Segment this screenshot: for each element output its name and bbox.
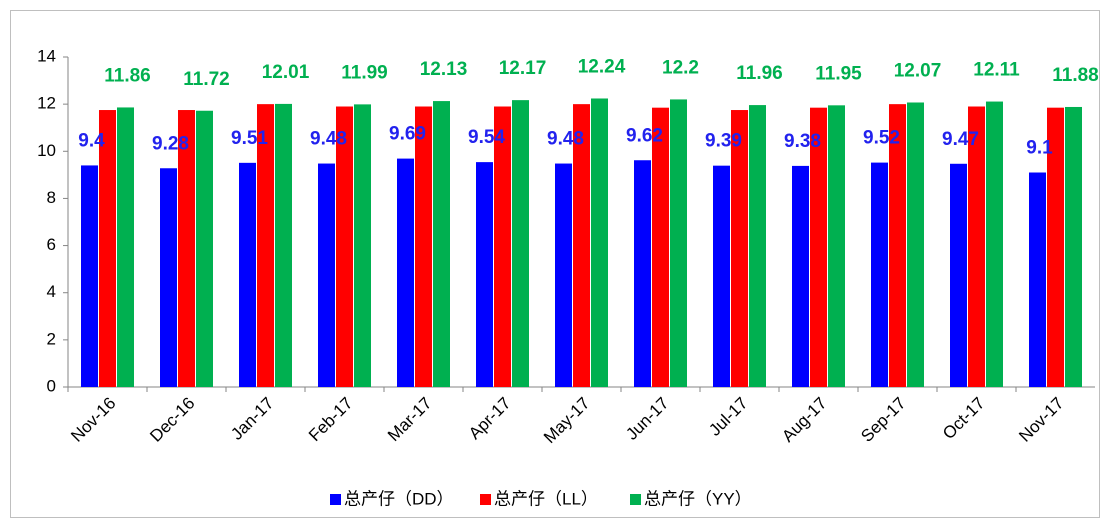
bar <box>239 162 256 387</box>
bar <box>433 101 450 387</box>
bar <box>415 106 432 387</box>
bar <box>871 162 888 387</box>
data-label: 11.99 <box>341 62 388 83</box>
legend-swatch <box>330 494 341 505</box>
bar <box>196 110 213 387</box>
x-tick-label: Nov-17 <box>1015 394 1067 446</box>
x-tick-label: Oct-17 <box>939 394 989 444</box>
data-label: 9.51 <box>231 128 268 149</box>
data-label: 9.62 <box>626 125 663 146</box>
legend-swatch <box>630 494 641 505</box>
bar <box>731 110 748 388</box>
data-label: 12.13 <box>420 59 468 80</box>
data-label: 12.2 <box>662 57 699 78</box>
bar <box>792 165 809 387</box>
bar <box>555 163 572 387</box>
y-tick-label: 2 <box>47 329 56 348</box>
data-label: 11.95 <box>815 63 862 84</box>
bar <box>670 99 687 387</box>
data-label: 9.69 <box>389 124 426 145</box>
x-tick-label: Dec-16 <box>146 394 198 446</box>
bar <box>397 158 414 387</box>
data-label: 12.07 <box>894 61 942 82</box>
data-label: 11.72 <box>183 69 230 90</box>
bar <box>1047 107 1064 387</box>
data-label: 12.17 <box>499 58 547 79</box>
data-label: 9.48 <box>547 129 584 150</box>
x-tick-label: Feb-17 <box>305 394 357 446</box>
legend-swatch <box>480 494 491 505</box>
bar <box>117 107 134 387</box>
x-tick-label: Apr-17 <box>465 394 515 444</box>
data-label: 12.11 <box>973 60 1020 81</box>
bar <box>950 163 967 387</box>
bar <box>652 107 669 387</box>
legend-label: 总产仔（YY） <box>644 489 752 508</box>
data-label: 9.1 <box>1026 138 1053 159</box>
y-tick-label: 6 <box>47 235 56 254</box>
bar <box>275 103 292 388</box>
data-label: 11.96 <box>736 63 783 84</box>
data-label: 9.39 <box>705 131 742 152</box>
data-label: 11.88 <box>1052 65 1099 86</box>
data-label: 11.86 <box>104 65 151 86</box>
bar <box>591 98 608 387</box>
data-label: 12.01 <box>262 62 310 83</box>
data-label: 9.52 <box>863 128 900 149</box>
legend-label: 总产仔（LL） <box>494 489 598 508</box>
bar <box>749 105 766 387</box>
data-label: 12.24 <box>578 57 626 78</box>
y-tick-label: 0 <box>47 376 56 395</box>
x-tick-label: Aug-17 <box>778 394 830 446</box>
bar <box>178 110 195 388</box>
bar <box>1065 106 1082 387</box>
x-tick-label: Jan-17 <box>227 394 277 444</box>
bar <box>573 104 590 388</box>
bar <box>160 168 177 387</box>
legend-label: 总产仔（DD） <box>344 489 454 508</box>
x-tick-label: Sep-17 <box>857 394 909 446</box>
bar <box>889 104 906 388</box>
x-tick-label: Mar-17 <box>384 394 436 446</box>
data-label: 9.47 <box>942 129 979 150</box>
bar <box>512 100 529 387</box>
bar <box>354 104 371 387</box>
y-tick-label: 12 <box>37 94 56 113</box>
bar <box>810 107 827 387</box>
bar <box>336 106 353 387</box>
bar <box>476 162 493 387</box>
y-tick-label: 10 <box>37 141 56 160</box>
bar <box>494 106 511 387</box>
bar <box>81 165 98 387</box>
bar <box>634 160 651 387</box>
data-label: 9.54 <box>468 127 505 148</box>
x-tick-label: May-17 <box>540 394 594 448</box>
bar <box>1029 172 1046 387</box>
bar <box>99 110 116 388</box>
data-label: 9.4 <box>78 130 105 151</box>
bar <box>713 165 730 387</box>
chart-border <box>10 10 1100 518</box>
data-label: 9.48 <box>310 129 347 150</box>
bar <box>986 101 1003 388</box>
y-tick-label: 4 <box>47 282 56 301</box>
x-tick-label: Jul-17 <box>705 394 751 440</box>
bar <box>907 102 924 387</box>
data-label: 9.38 <box>784 131 821 152</box>
bar <box>828 105 845 388</box>
bar <box>257 104 274 388</box>
bar <box>968 106 985 387</box>
x-tick-label: Jun-17 <box>622 394 672 444</box>
y-tick-label: 14 <box>37 46 56 65</box>
data-label: 9.28 <box>152 133 189 154</box>
bar <box>318 163 335 387</box>
y-tick-label: 8 <box>47 188 56 207</box>
x-tick-label: Nov-16 <box>67 394 119 446</box>
